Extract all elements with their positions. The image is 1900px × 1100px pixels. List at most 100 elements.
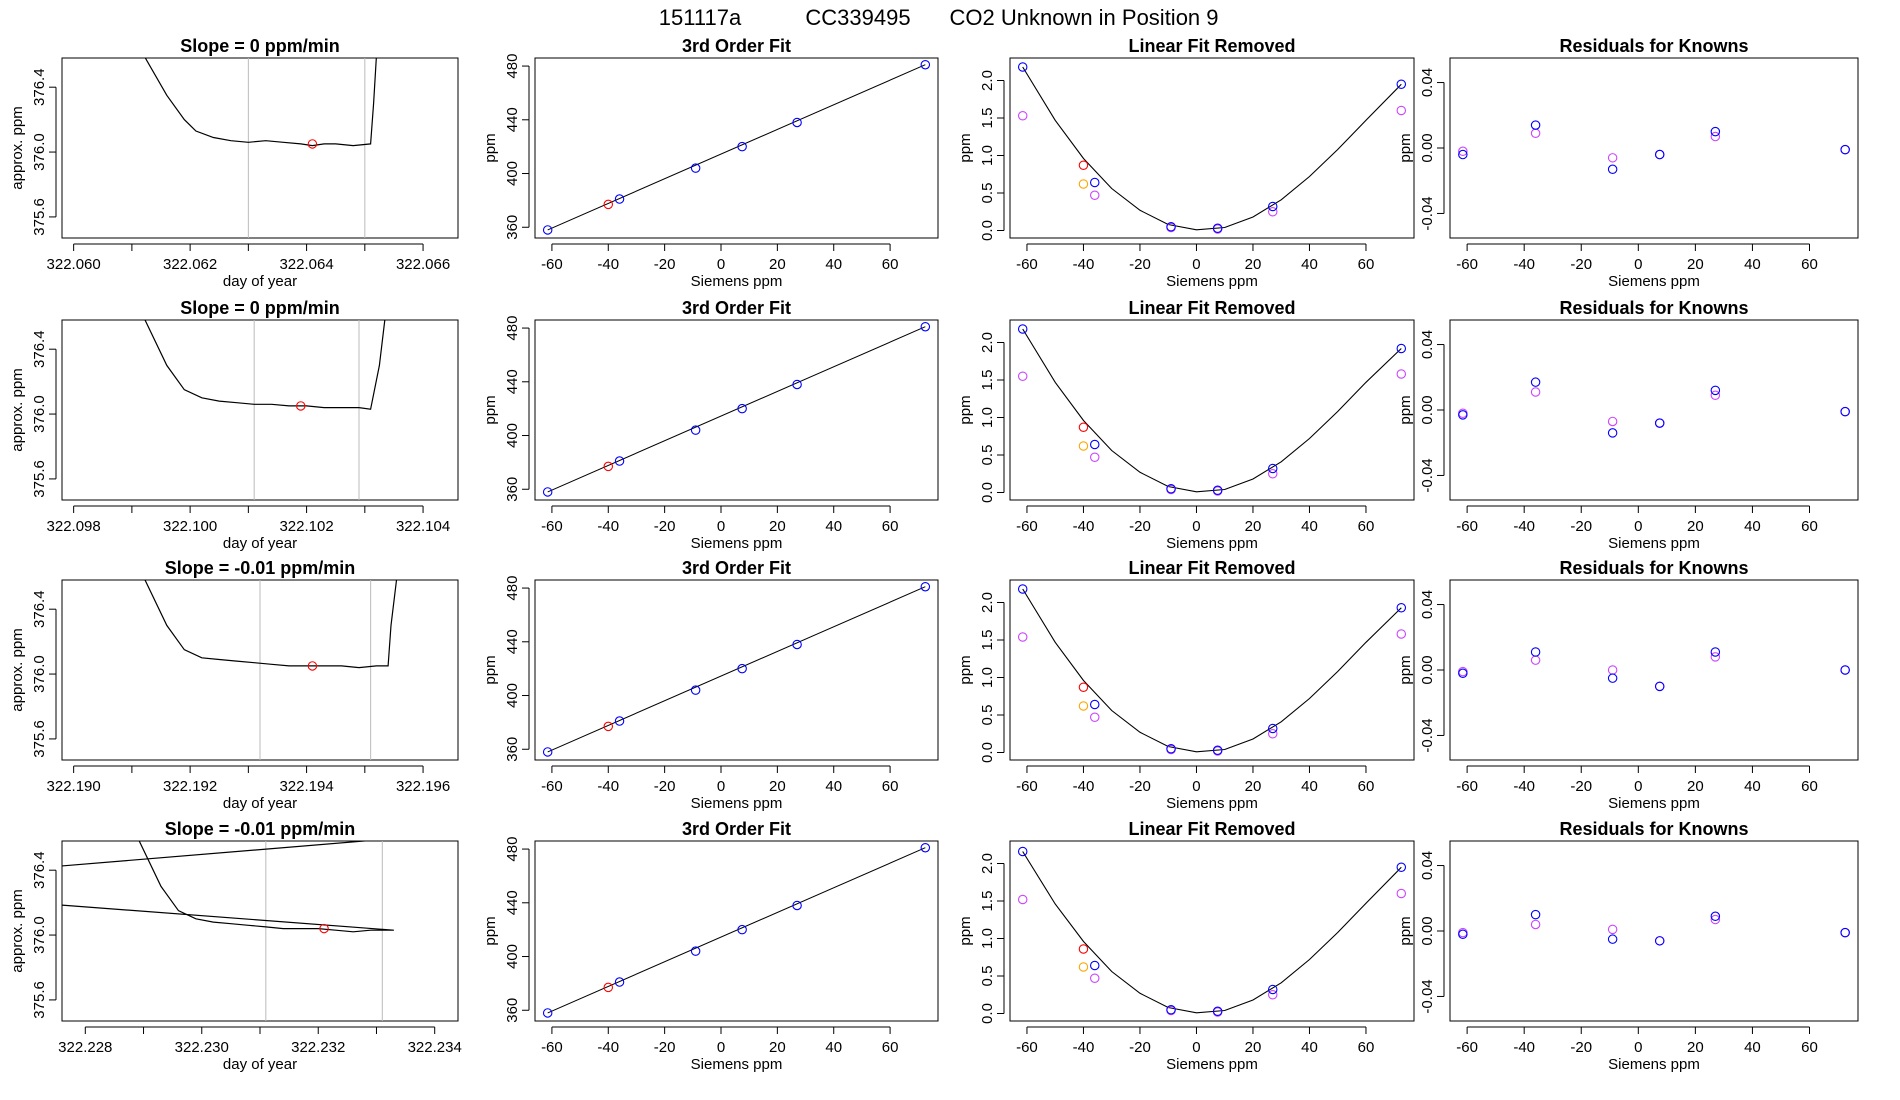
- known-standard-point: [542, 487, 553, 497]
- x-tick-label: -20: [1129, 518, 1151, 535]
- plot-frame: [1449, 579, 1859, 761]
- known-standard-point: [1396, 602, 1407, 613]
- y-axis: 360 400 440 480 ppm: [482, 54, 530, 240]
- y-tick-label: 480: [504, 54, 521, 79]
- x-tick-label: 322.234: [408, 1039, 462, 1056]
- x-tick-label: 40: [1744, 256, 1761, 273]
- plot-area: [1458, 120, 1850, 175]
- alt-residual-point: [1710, 652, 1721, 662]
- y-tick-label: 0.5: [979, 183, 996, 204]
- y-axis-label: approx. ppm: [9, 106, 26, 189]
- panel-title: Slope = 0 ppm/min: [180, 36, 340, 56]
- y-tick-label: 400: [504, 944, 521, 969]
- unknown-mean-point: [307, 661, 318, 671]
- known-standard-point: [1607, 934, 1618, 944]
- alt-residual-point: [1090, 190, 1100, 201]
- known-standard-point: [1017, 584, 1028, 594]
- plot-frame: [61, 319, 459, 501]
- x-tick-label: 60: [1358, 778, 1375, 795]
- panel-title: Linear Fit Removed: [1128, 36, 1295, 56]
- panel-title: Residuals for Knowns: [1559, 36, 1748, 56]
- alt-residual-point: [1530, 655, 1541, 665]
- x-tick-label: 20: [1687, 256, 1704, 273]
- x-tick-label: -40: [1073, 1039, 1095, 1056]
- known-standard-point: [1166, 483, 1176, 494]
- known-standard-point: [1396, 862, 1407, 872]
- y-axis: 360 400 440 480 ppm: [482, 576, 530, 762]
- panel-title: Slope = 0 ppm/min: [180, 298, 340, 318]
- panel-r1-c3: Linear Fit Removed -60 -40 -20 0 20 40 60 Siemen…: [957, 36, 1415, 290]
- x-tick-label: 322.060: [47, 256, 101, 273]
- alt-residual-point: [1710, 131, 1721, 142]
- plot-area: [542, 581, 931, 757]
- x-axis-label: day of year: [223, 273, 297, 290]
- x-tick-label: -40: [1513, 256, 1535, 273]
- known-standard-point: [1212, 1006, 1223, 1016]
- y-axis-label: ppm: [957, 133, 974, 162]
- x-tick-label: 40: [1301, 256, 1318, 273]
- y-axis-label: ppm: [957, 655, 974, 684]
- x-tick-label: 20: [769, 1039, 786, 1056]
- x-axis: 322.060 322.062 322.064 322.066 day of year: [47, 243, 450, 290]
- known-standard-point: [1710, 126, 1721, 137]
- known-standard-point: [737, 403, 747, 414]
- known-standard-point: [1267, 463, 1278, 474]
- panel-r2-c4: Residuals for Knowns -60 -40 -20 0 20 40 60 Siem…: [1397, 298, 1859, 552]
- x-axis: 322.190 322.192 322.194 322.196 day of year: [47, 765, 450, 812]
- x-tick-label: -60: [541, 256, 563, 273]
- known-standard-point: [1458, 410, 1468, 420]
- plot-frame: [1449, 319, 1859, 501]
- panel-title: Residuals for Knowns: [1559, 558, 1748, 578]
- known-standard-point: [737, 924, 747, 935]
- y-axis: 0.0 0.5 1.0 1.5 2.0 ppm: [957, 853, 1005, 1024]
- plot-area: [1017, 846, 1407, 1017]
- y-tick-label: 375.6: [31, 720, 48, 758]
- plot-area: [542, 59, 931, 235]
- panel-title: Slope = -0.01 ppm/min: [165, 819, 356, 839]
- x-tick-label: -40: [597, 1039, 619, 1056]
- y-tick-label: 440: [504, 107, 521, 132]
- concentration-trace: [144, 58, 377, 147]
- y-tick-label: 440: [504, 369, 521, 394]
- x-tick-label: -40: [1513, 1039, 1535, 1056]
- y-tick-label: 400: [504, 161, 521, 186]
- y-axis-label: ppm: [1397, 916, 1414, 945]
- known-standard-point: [1530, 909, 1541, 920]
- known-standard-point: [920, 321, 931, 332]
- plot-frame: [1009, 579, 1415, 761]
- known-standard-point: [1017, 846, 1028, 857]
- y-axis: 360 400 440 480 ppm: [482, 316, 530, 502]
- x-tick-label: 322.190: [47, 778, 101, 795]
- x-tick-label: -60: [1456, 256, 1478, 273]
- fit-line: [547, 586, 926, 753]
- plot-frame: [61, 840, 459, 1022]
- panel-r3-c3: Linear Fit Removed -60 -40 -20 0 20 40 60 Siemen…: [957, 558, 1415, 812]
- x-tick-label: -20: [1570, 256, 1592, 273]
- x-tick-label: -20: [654, 778, 676, 795]
- y-tick-label: 0.00: [1419, 133, 1436, 162]
- x-tick-label: 0: [1634, 256, 1642, 273]
- y-tick-label: 2.0: [979, 592, 996, 613]
- panel-title: 3rd Order Fit: [682, 819, 791, 839]
- y-tick-label: -0.04: [1419, 979, 1436, 1013]
- x-tick-label: 322.066: [396, 256, 450, 273]
- y-tick-label: 0.0: [979, 220, 996, 241]
- x-axis-label: Siemens ppm: [1608, 535, 1700, 552]
- plot-area: [144, 58, 377, 238]
- alt-residual-point: [1458, 146, 1468, 157]
- concentration-trace: [144, 320, 386, 410]
- y-tick-label: 0.04: [1419, 330, 1436, 359]
- panel-r3-c4: Residuals for Knowns -60 -40 -20 0 20 40 60 Siem…: [1397, 558, 1859, 812]
- x-tick-label: 40: [1301, 778, 1318, 795]
- y-tick-label: 375.6: [31, 460, 48, 498]
- x-axis: -60 -40 -20 0 20 40 60 Siemens ppm: [1456, 765, 1818, 812]
- plot-frame: [534, 57, 939, 239]
- x-tick-label: 0: [717, 778, 725, 795]
- x-tick-label: 60: [1358, 1039, 1375, 1056]
- panel-r4-c4: Residuals for Knowns -60 -40 -20 0 20 40 60 Siem…: [1397, 819, 1859, 1073]
- x-axis-label: Siemens ppm: [1166, 535, 1258, 552]
- plot-area: [1017, 62, 1407, 234]
